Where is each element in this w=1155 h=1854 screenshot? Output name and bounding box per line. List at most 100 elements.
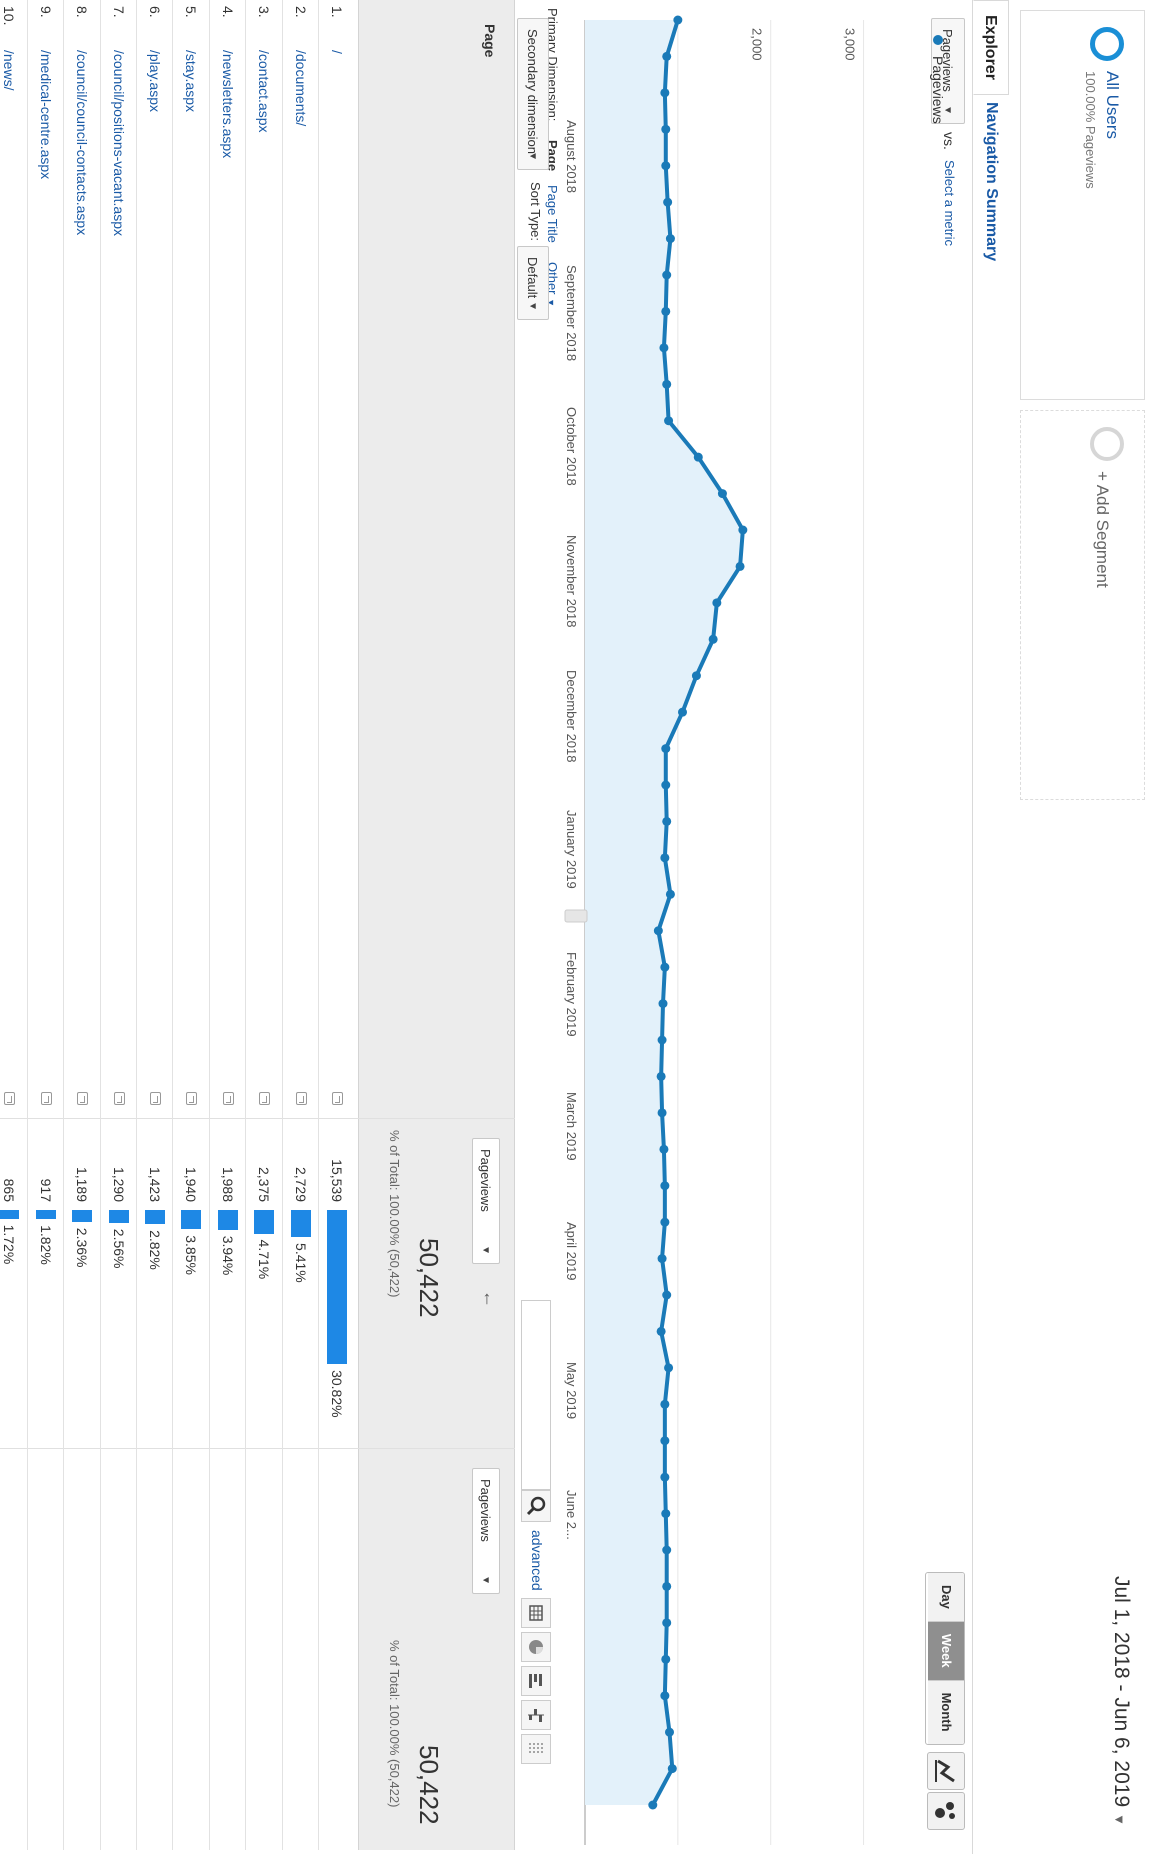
external-link-icon[interactable] — [295, 1092, 307, 1105]
data-point[interactable] — [662, 1545, 672, 1555]
page-link[interactable]: /council/council-contacts.aspx — [74, 50, 91, 236]
data-point[interactable] — [665, 234, 675, 244]
table-row: 6. /play.aspx 1,423 2.82% — [136, 0, 173, 1850]
data-point[interactable] — [660, 1181, 670, 1191]
external-link-icon[interactable] — [186, 1092, 198, 1105]
pie-view-button[interactable] — [521, 1632, 551, 1662]
page-link[interactable]: / — [329, 50, 345, 54]
pivot-view-button[interactable] — [521, 1734, 551, 1764]
data-point[interactable] — [662, 1618, 672, 1628]
data-point[interactable] — [658, 999, 668, 1009]
data-point[interactable] — [664, 1363, 674, 1373]
data-point[interactable] — [659, 1144, 669, 1154]
data-point[interactable] — [663, 197, 673, 207]
metric-column-select-2[interactable]: Pageviews ▼ — [472, 1468, 500, 1594]
data-point[interactable] — [712, 598, 722, 608]
data-point[interactable] — [673, 15, 683, 25]
page-link[interactable]: /documents/ — [292, 50, 309, 127]
data-point[interactable] — [657, 1108, 667, 1118]
advanced-filter-link[interactable]: advanced — [529, 1530, 545, 1591]
comparison-view-button[interactable] — [521, 1700, 551, 1730]
data-point[interactable] — [660, 88, 670, 98]
data-point[interactable] — [657, 1035, 667, 1045]
data-point[interactable] — [661, 1509, 671, 1519]
data-point[interactable] — [738, 525, 748, 535]
data-point[interactable] — [662, 1290, 672, 1300]
data-point[interactable] — [708, 634, 718, 644]
primary-dimension-page-title[interactable]: Page Title — [545, 185, 560, 243]
data-point[interactable] — [665, 889, 675, 899]
chevron-down-icon: ▼ — [527, 301, 538, 311]
data-point[interactable] — [661, 780, 671, 790]
page-link[interactable]: /newsletters.aspx — [219, 50, 236, 159]
data-point[interactable] — [653, 926, 663, 936]
arrow-left-icon[interactable]: ← — [480, 1290, 500, 1308]
data-point[interactable] — [661, 306, 671, 316]
external-link-icon[interactable] — [332, 1092, 343, 1105]
sort-type-label: Sort Type: — [528, 182, 543, 242]
data-point[interactable] — [659, 343, 669, 353]
page-link[interactable]: /stay.aspx — [183, 50, 200, 112]
data-point[interactable] — [661, 161, 671, 171]
chart-resize-handle[interactable] — [564, 909, 588, 923]
data-point[interactable] — [735, 561, 745, 571]
data-point[interactable] — [661, 124, 671, 134]
data-point[interactable] — [660, 853, 670, 863]
page-link[interactable]: /council/positions-vacant.aspx — [110, 50, 127, 236]
share-percent: 3.85% — [183, 1235, 200, 1275]
secondary-dimension-select[interactable]: Secondary dimension ▼ — [517, 18, 549, 170]
x-tick-label: March 2019 — [564, 1092, 579, 1161]
data-point[interactable] — [678, 707, 687, 717]
external-link-icon[interactable] — [40, 1092, 52, 1105]
data-point[interactable] — [662, 1581, 672, 1591]
row-number: 2. — [292, 6, 309, 18]
data-point[interactable] — [660, 1691, 670, 1701]
data-point[interactable] — [661, 744, 671, 754]
sort-type-select[interactable]: Default ▼ — [517, 246, 549, 320]
totals-subtitle-2: % of Total: 100.00% (50,422) — [387, 1640, 402, 1808]
data-point[interactable] — [662, 270, 672, 280]
data-point[interactable] — [693, 452, 703, 462]
data-point[interactable] — [691, 671, 701, 681]
page-link[interactable]: /medical-centre.aspx — [37, 50, 54, 180]
external-link-icon[interactable] — [222, 1092, 234, 1105]
data-point[interactable] — [660, 1472, 670, 1482]
table-icon — [529, 1605, 543, 1621]
data-point[interactable] — [656, 1071, 666, 1081]
external-link-icon[interactable] — [113, 1092, 125, 1105]
data-point[interactable] — [665, 1727, 674, 1737]
column-header-page[interactable]: Page — [482, 24, 498, 58]
data-point[interactable] — [662, 51, 672, 61]
share-percent: 4.71% — [256, 1239, 273, 1280]
data-point[interactable] — [656, 1326, 666, 1336]
data-point[interactable] — [660, 1217, 670, 1227]
chevron-down-icon: ▼ — [480, 1575, 491, 1585]
data-point[interactable] — [648, 1800, 658, 1810]
data-point[interactable] — [662, 379, 672, 389]
data-point[interactable] — [717, 489, 727, 499]
table-view-button[interactable] — [521, 1598, 551, 1628]
metric-column-select-1[interactable]: Pageviews ▼ — [472, 1138, 500, 1264]
line-chart-icon — [935, 1759, 955, 1783]
external-link-icon[interactable] — [259, 1092, 271, 1105]
table-search-input[interactable] — [521, 1300, 551, 1490]
motion-chart-button[interactable] — [927, 1792, 965, 1830]
data-point[interactable] — [667, 1764, 677, 1774]
data-point[interactable] — [660, 1399, 670, 1409]
external-link-icon[interactable] — [77, 1092, 89, 1105]
external-link-icon[interactable] — [150, 1092, 161, 1105]
data-point[interactable] — [660, 962, 670, 972]
performance-view-button[interactable] — [521, 1666, 551, 1696]
data-point[interactable] — [664, 416, 674, 426]
page-link[interactable]: /contact.aspx — [256, 50, 273, 133]
data-point[interactable] — [662, 816, 672, 826]
data-point[interactable] — [661, 1654, 671, 1664]
search-button[interactable] — [521, 1490, 551, 1522]
pageviews-value: 2,375 — [256, 1166, 273, 1202]
page-link[interactable]: /news/ — [1, 50, 18, 91]
external-link-icon[interactable] — [4, 1092, 16, 1105]
page-link[interactable]: /play.aspx — [147, 50, 163, 112]
data-point[interactable] — [660, 1436, 670, 1446]
data-point[interactable] — [657, 1254, 667, 1264]
line-chart-button[interactable] — [927, 1752, 965, 1790]
